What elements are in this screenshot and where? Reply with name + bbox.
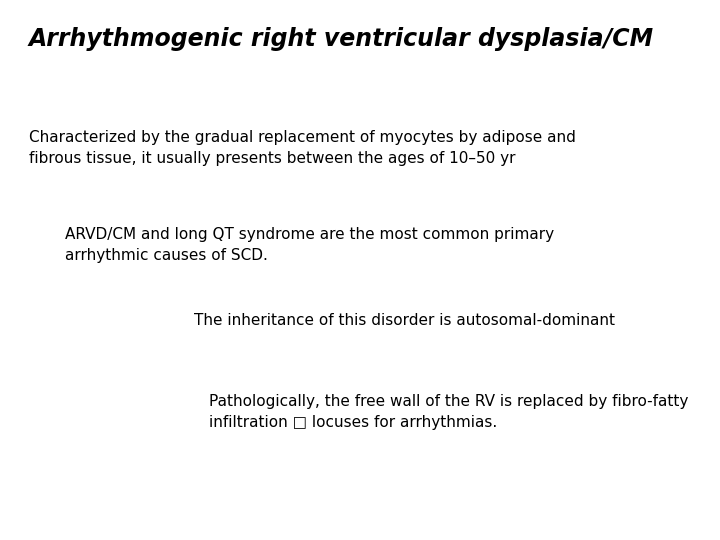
Text: ARVD/CM and long QT syndrome are the most common primary
arrhythmic causes of SC: ARVD/CM and long QT syndrome are the mos… [65,227,554,263]
Text: Arrhythmogenic right ventricular dysplasia/CM: Arrhythmogenic right ventricular dysplas… [29,27,654,51]
Text: The inheritance of this disorder is autosomal-dominant: The inheritance of this disorder is auto… [194,313,616,328]
Text: Pathologically, the free wall of the RV is replaced by fibro-fatty
infiltration : Pathologically, the free wall of the RV … [209,394,688,430]
Text: Characterized by the gradual replacement of myocytes by adipose and
fibrous tiss: Characterized by the gradual replacement… [29,130,576,166]
